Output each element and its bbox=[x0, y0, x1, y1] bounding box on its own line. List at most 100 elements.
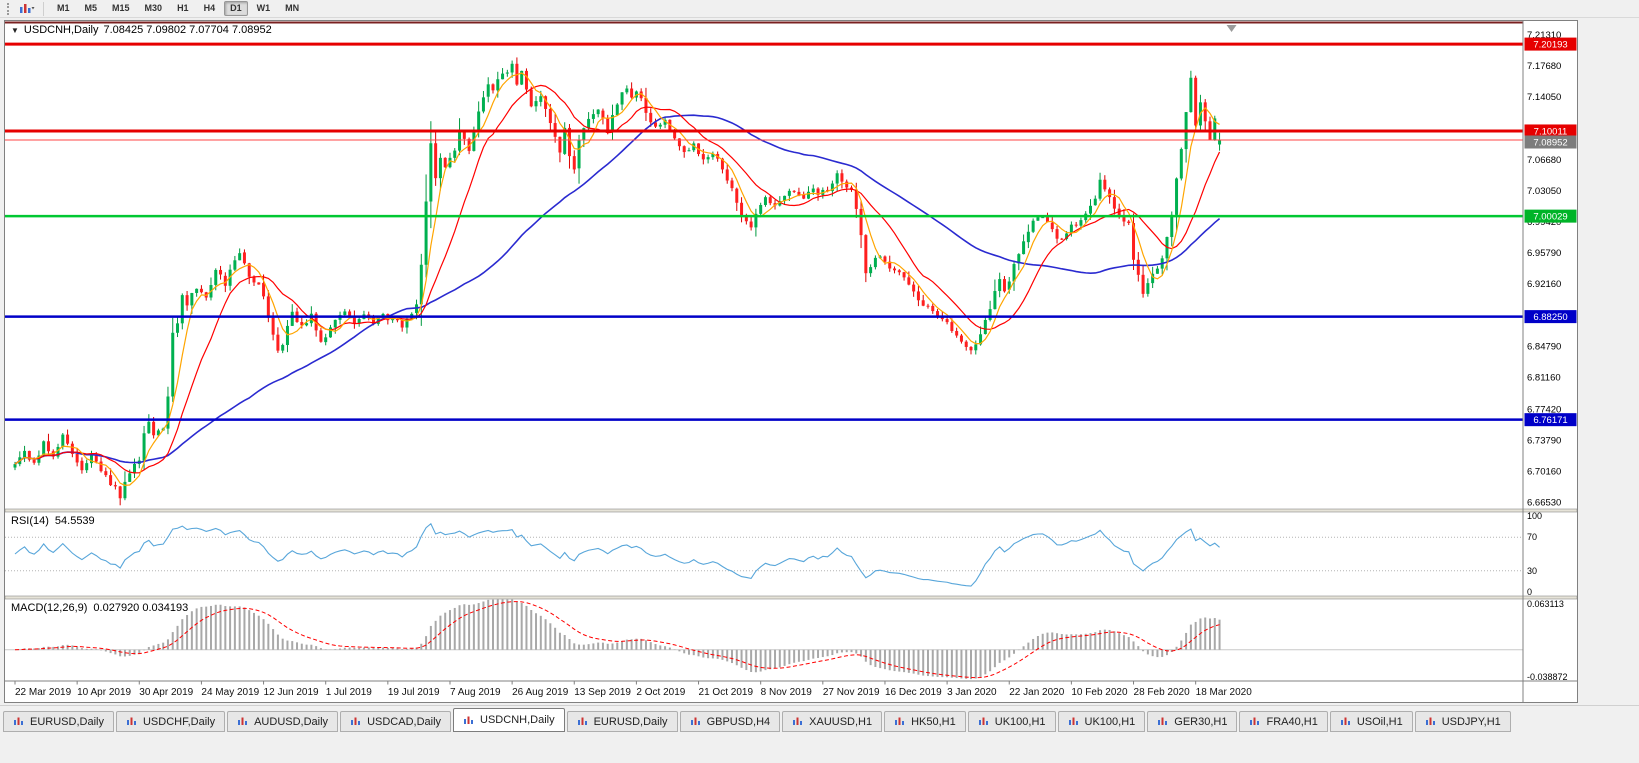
chart-tab-label: UK100,H1 bbox=[1084, 715, 1136, 728]
svg-text:1 Jul 2019: 1 Jul 2019 bbox=[326, 687, 373, 698]
chart-title: ▼ USDCNH,Daily 7.08425 7.09802 7.07704 7… bbox=[11, 24, 272, 36]
chart-dropdown-icon[interactable]: ▼ bbox=[11, 25, 19, 35]
toolbar-grip[interactable] bbox=[7, 2, 12, 15]
chart-tab-icon bbox=[1250, 717, 1260, 725]
charts-menu-icon[interactable] bbox=[18, 2, 36, 16]
timeframe-button-m1[interactable]: M1 bbox=[57, 3, 70, 13]
chart-tab-uk100-h1[interactable]: UK100,H1 bbox=[967, 711, 1056, 732]
timeframe-button-d1[interactable]: D1 bbox=[224, 1, 248, 16]
svg-text:13 Sep 2019: 13 Sep 2019 bbox=[574, 687, 631, 698]
svg-text:6.66530: 6.66530 bbox=[1527, 497, 1561, 508]
chart-tab-usdjpy-h1[interactable]: USDJPY,H1 bbox=[1414, 711, 1511, 732]
chart-tab-icon bbox=[1158, 717, 1168, 725]
horizontal-level-lines[interactable] bbox=[5, 42, 1523, 421]
toolbar-separator bbox=[43, 1, 44, 16]
svg-text:18 Mar 2020: 18 Mar 2020 bbox=[1196, 687, 1253, 698]
chart-tab-icon bbox=[793, 717, 803, 725]
panel-splitter[interactable] bbox=[5, 508, 1577, 513]
svg-text:6.70160: 6.70160 bbox=[1527, 466, 1561, 477]
svg-text:3 Jan 2020: 3 Jan 2020 bbox=[947, 687, 997, 698]
svg-text:22 Jan 2020: 22 Jan 2020 bbox=[1009, 687, 1064, 698]
svg-text:6.76171: 6.76171 bbox=[1533, 415, 1567, 426]
timeframe-buttons: M1 M5 M15 M30 H1 H4 D1 W1 MN bbox=[51, 1, 305, 16]
chart-tab-usdcad-daily[interactable]: USDCAD,Daily bbox=[340, 711, 452, 732]
chart-tab-label: GER30,H1 bbox=[1174, 715, 1228, 728]
chart-tab-icon bbox=[895, 717, 905, 725]
chart-background bbox=[5, 21, 1577, 702]
chart-tab-label: USDCAD,Daily bbox=[367, 715, 442, 728]
chart-tab-label: XAUUSD,H1 bbox=[809, 715, 873, 728]
svg-text:24 May 2019: 24 May 2019 bbox=[201, 687, 259, 698]
chart-tab-eurusd-daily[interactable]: EURUSD,Daily bbox=[3, 711, 114, 732]
svg-text:27 Nov 2019: 27 Nov 2019 bbox=[823, 687, 880, 698]
chart-tab-ger30-h1[interactable]: GER30,H1 bbox=[1147, 711, 1238, 732]
svg-text:6.81160: 6.81160 bbox=[1527, 373, 1561, 384]
chart-tab-icon bbox=[126, 717, 136, 725]
svg-text:7.20193: 7.20193 bbox=[1533, 40, 1567, 51]
chart-tab-label: UK100,H1 bbox=[994, 715, 1046, 728]
timeframe-button-m30[interactable]: M30 bbox=[144, 3, 163, 13]
timeframe-button-w1[interactable]: W1 bbox=[256, 3, 271, 13]
rsi-indicator-name: RSI(14) bbox=[11, 515, 49, 527]
macd-panel-label: MACD(12,26,9) 0.027920 0.034193 bbox=[11, 602, 188, 614]
svg-text:70: 70 bbox=[1527, 532, 1537, 542]
timeframe-button-m5[interactable]: M5 bbox=[84, 3, 98, 13]
chart-tab-eurusd-daily[interactable]: EURUSD,Daily bbox=[566, 711, 678, 732]
rsi-panel-label: RSI(14) 54.5539 bbox=[11, 515, 95, 527]
svg-text:-0.038872: -0.038872 bbox=[1527, 672, 1568, 682]
svg-text:6.84790: 6.84790 bbox=[1527, 342, 1561, 353]
svg-text:2 Oct 2019: 2 Oct 2019 bbox=[636, 687, 685, 698]
svg-text:7 Aug 2019: 7 Aug 2019 bbox=[450, 687, 501, 698]
svg-text:7.08952: 7.08952 bbox=[1533, 137, 1567, 148]
ma-fast-line bbox=[14, 72, 1220, 486]
timeframe-button-h1[interactable]: H1 bbox=[177, 3, 189, 13]
chart-canvas[interactable]: 7.213107.176807.140507.066807.030506.994… bbox=[5, 21, 1577, 702]
timeframe-button-m15[interactable]: M15 bbox=[112, 3, 130, 13]
chart-tab-icon bbox=[577, 717, 587, 725]
status-bar bbox=[0, 732, 1639, 763]
panel-splitter[interactable] bbox=[5, 595, 1577, 600]
chart-glyph-icon bbox=[20, 4, 35, 13]
chart-tab-uk100-h1[interactable]: UK100,H1 bbox=[1057, 711, 1146, 732]
macd-signal-line bbox=[14, 601, 1220, 679]
svg-text:7.03050: 7.03050 bbox=[1527, 186, 1561, 197]
price-axis[interactable]: 7.213107.176807.140507.066807.030506.994… bbox=[1524, 30, 1577, 508]
macd-axis: 0.063113 -0.038872 bbox=[1527, 599, 1568, 682]
chart-tab-icon bbox=[238, 717, 248, 725]
svg-text:6.88250: 6.88250 bbox=[1533, 312, 1567, 323]
chart-tab-hk50-h1[interactable]: HK50,H1 bbox=[884, 711, 966, 732]
date-axis[interactable]: 22 Mar 2019 10 Apr 2019 30 Apr 2019 24 May … bbox=[14, 681, 1253, 698]
chart-tab-icon bbox=[351, 717, 361, 725]
svg-text:0.063113: 0.063113 bbox=[1527, 599, 1564, 609]
svg-text:10 Apr 2019: 10 Apr 2019 bbox=[77, 687, 131, 698]
svg-text:0: 0 bbox=[1527, 587, 1532, 597]
svg-text:6.77420: 6.77420 bbox=[1527, 405, 1561, 416]
chart-tab-gbpusd-h4[interactable]: GBPUSD,H4 bbox=[679, 711, 781, 732]
chart-tab-usoil-h1[interactable]: USOil,H1 bbox=[1329, 711, 1413, 732]
svg-text:30 Apr 2019: 30 Apr 2019 bbox=[139, 687, 193, 698]
svg-text:6.73790: 6.73790 bbox=[1527, 435, 1561, 446]
chart-tab-fra40-h1[interactable]: FRA40,H1 bbox=[1239, 711, 1328, 732]
chart-tab-label: HK50,H1 bbox=[911, 715, 956, 728]
timeframe-button-h4[interactable]: H4 bbox=[203, 3, 216, 13]
svg-text:6.92160: 6.92160 bbox=[1527, 279, 1561, 290]
svg-text:7.14050: 7.14050 bbox=[1527, 92, 1561, 103]
chart-shift-marker-icon[interactable] bbox=[1226, 25, 1237, 32]
chart-tab-audusd-daily[interactable]: AUDUSD,Daily bbox=[227, 711, 339, 732]
chart-tab-icon bbox=[978, 717, 988, 725]
svg-text:12 Jun 2019: 12 Jun 2019 bbox=[264, 687, 319, 698]
svg-text:22 Mar 2019: 22 Mar 2019 bbox=[15, 687, 72, 698]
timeframe-button-mn[interactable]: MN bbox=[285, 3, 300, 13]
svg-text:30: 30 bbox=[1527, 566, 1537, 576]
chart-tab-usdchf-daily[interactable]: USDCHF,Daily bbox=[115, 711, 226, 732]
chart-tab-usdcnh-daily[interactable]: USDCNH,Daily bbox=[453, 708, 565, 732]
macd-indicator-value: 0.027920 0.034193 bbox=[93, 602, 189, 614]
svg-text:28 Feb 2020: 28 Feb 2020 bbox=[1134, 687, 1191, 698]
chart-tab-xauusd-h1[interactable]: XAUUSD,H1 bbox=[782, 711, 883, 732]
svg-text:26 Aug 2019: 26 Aug 2019 bbox=[512, 687, 569, 698]
chart-tab-label: EURUSD,Daily bbox=[30, 715, 104, 728]
rsi-line bbox=[14, 522, 1220, 587]
chart-tab-bar: EURUSD,Daily USDCHF,Daily AUDUSD,Daily USDC… bbox=[0, 705, 1639, 732]
svg-text:100: 100 bbox=[1527, 511, 1542, 521]
chart-symbol-label: USDCNH,Daily bbox=[23, 24, 99, 36]
